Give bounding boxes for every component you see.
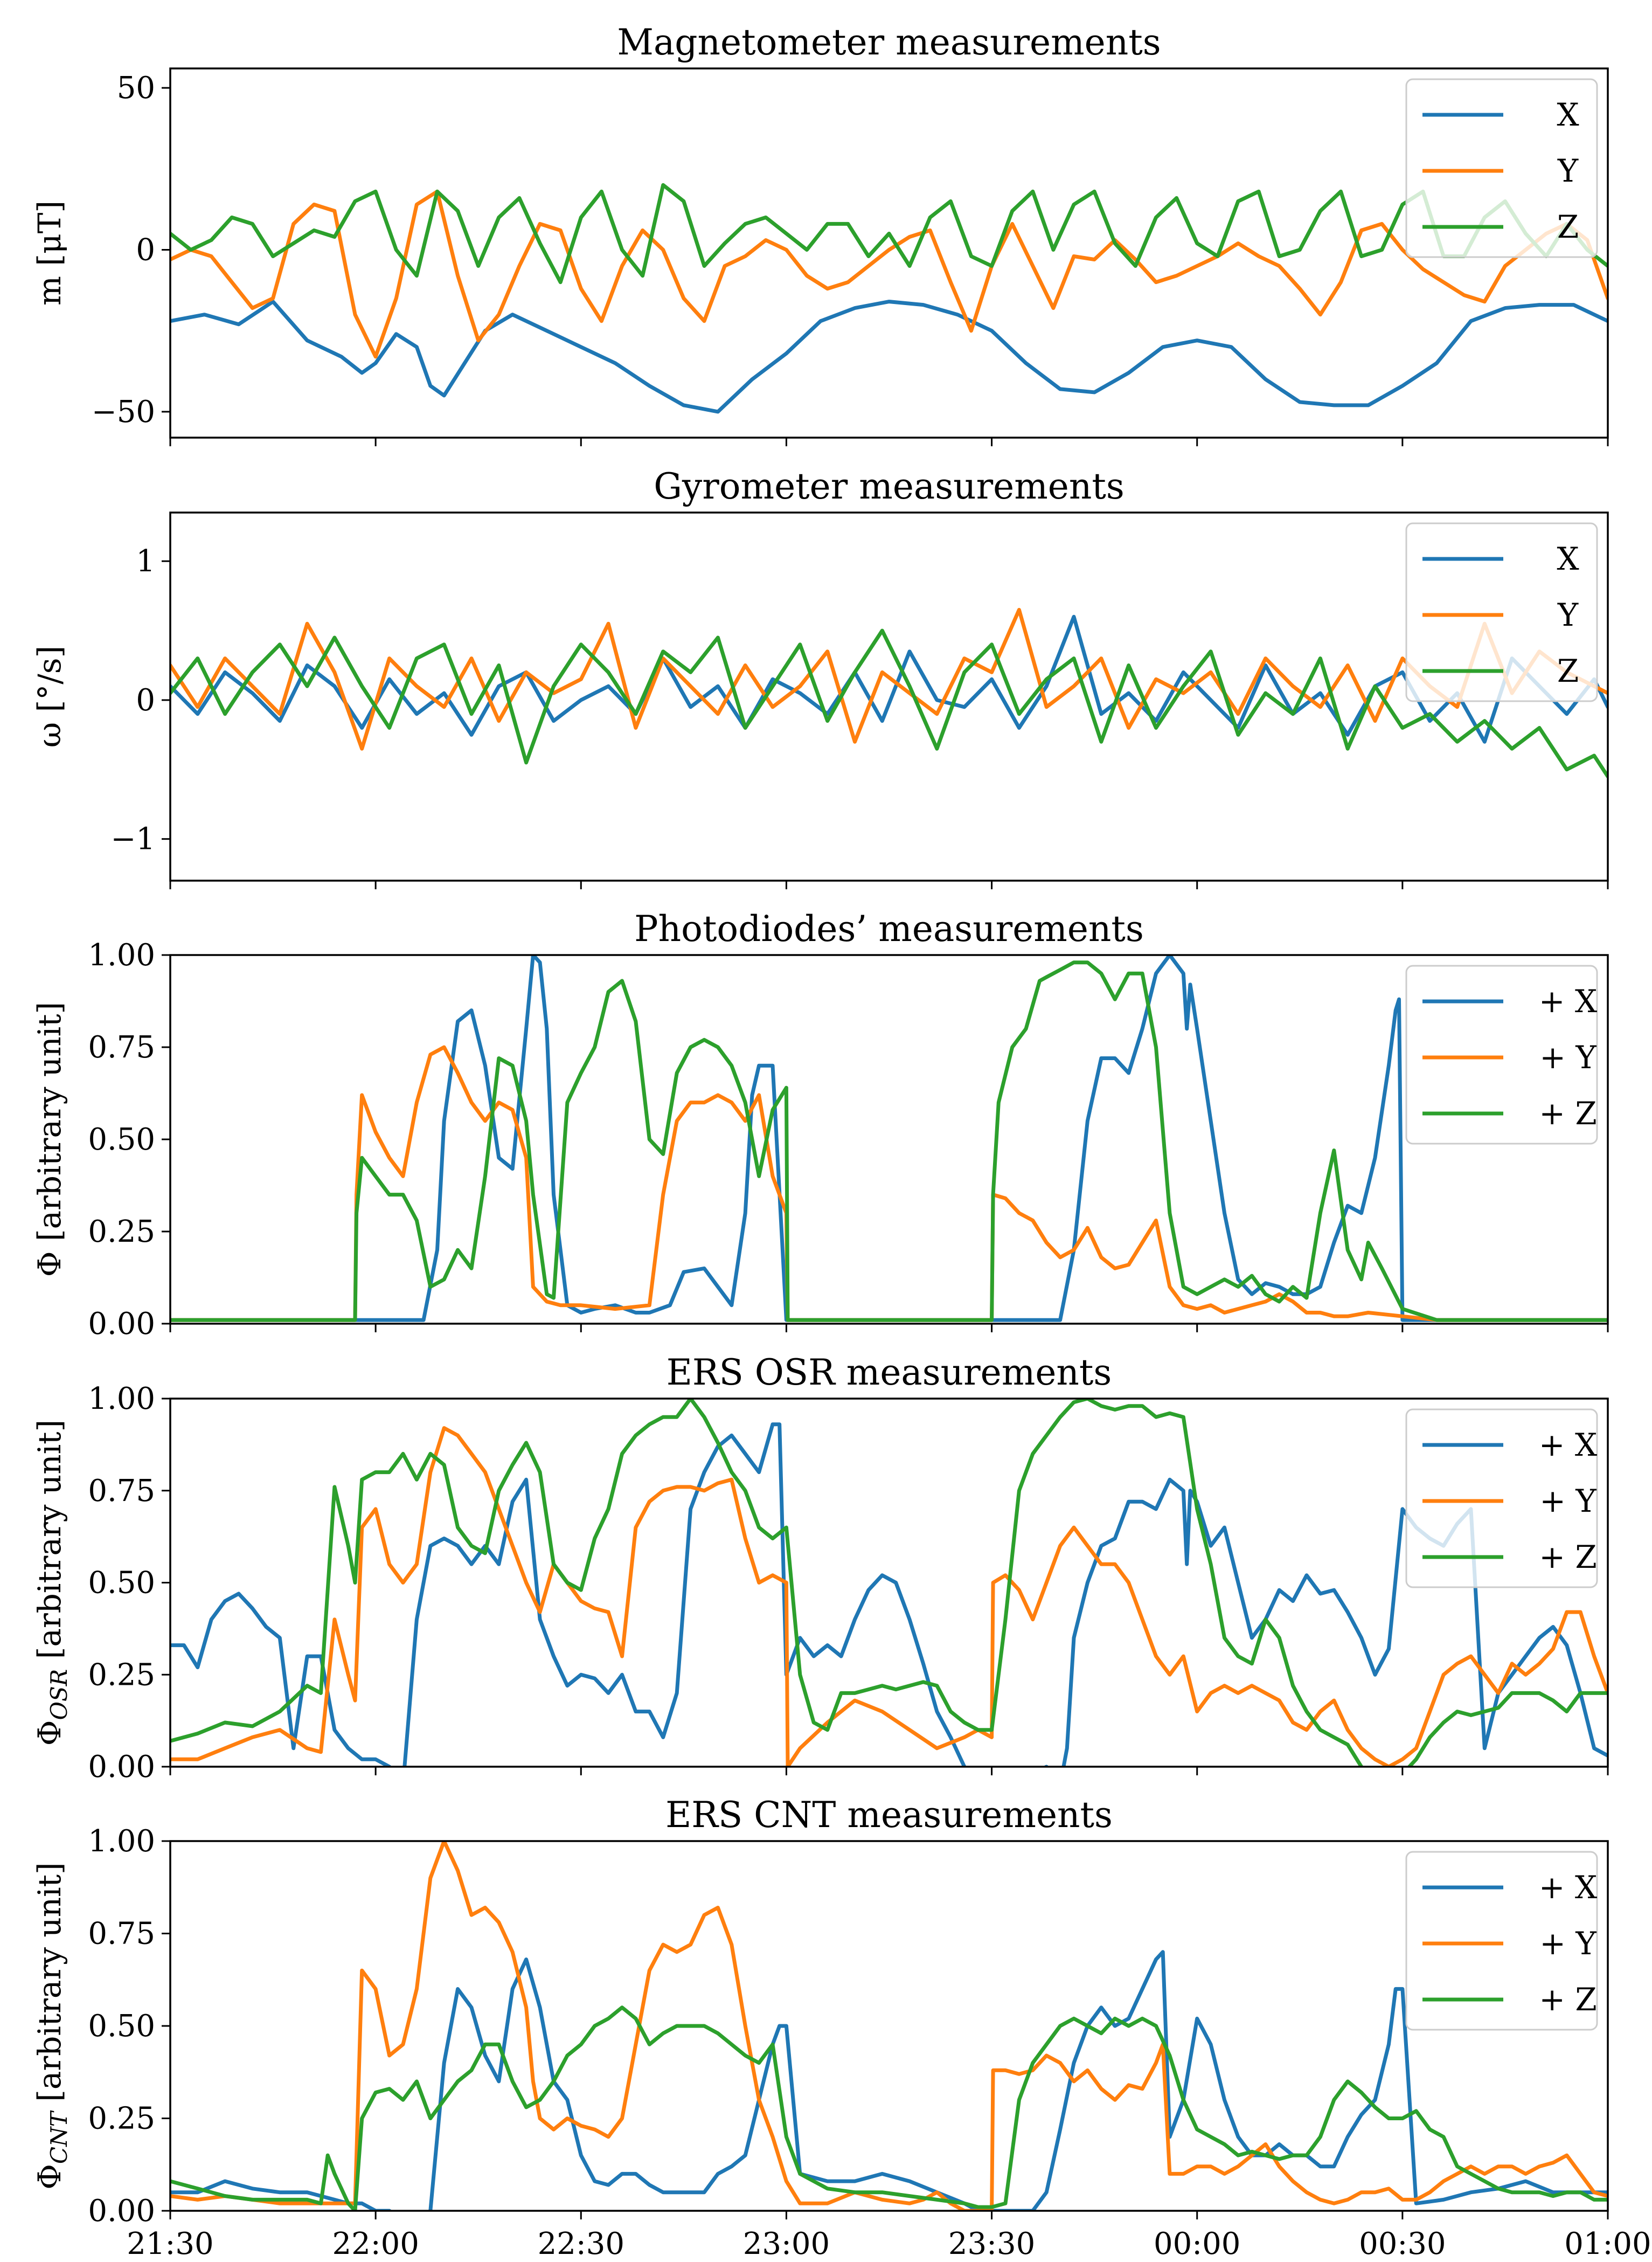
y-tick-label: 1.00 [88, 1824, 155, 1859]
legend-label: X [1557, 96, 1579, 133]
legend-label: + Z [1539, 1539, 1597, 1575]
y-tick-label: 50 [117, 71, 155, 106]
chart-title: Photodiodes’ measurements [634, 908, 1144, 950]
axes-frame [169, 511, 1609, 882]
y-tick-label: 0.25 [88, 2101, 155, 2136]
series-group [170, 183, 1608, 414]
y-tick-label: 1 [136, 544, 155, 579]
x-tick-label: 21:30 [127, 2226, 213, 2261]
series-group [170, 1399, 1608, 1767]
y-tick-label: 0.00 [88, 2194, 155, 2229]
x-tick-label: 23:00 [743, 2226, 830, 2261]
x-tick-label: 23:30 [948, 2226, 1035, 2261]
legend-box [1405, 1408, 1598, 1588]
series-line-z [170, 628, 1608, 779]
series-line-y [170, 607, 1608, 751]
y-tick-label: 1.00 [88, 1381, 155, 1416]
series-line-x [170, 955, 1608, 1322]
series-line-y [170, 189, 1608, 359]
chart-title: ERS CNT measurements [665, 1794, 1113, 1836]
legend-label: Y [1557, 153, 1579, 189]
y-tick-label: 0.25 [88, 1214, 155, 1249]
legend-label: + X [1539, 1869, 1598, 1906]
y-axis-label: ΦCNT [arbitrary unit] [31, 1862, 72, 2189]
legend-box [1405, 522, 1598, 702]
legend-label: + Z [1539, 1095, 1597, 1132]
x-tick-label: 22:30 [538, 2226, 624, 2261]
series-group [170, 1841, 1608, 2211]
legend-box [1405, 78, 1598, 258]
y-tick-label: −1 [110, 822, 155, 857]
axes-frame [169, 954, 1609, 1325]
x-tick-label: 01:00 [1564, 2226, 1651, 2261]
legend-label: + X [1539, 983, 1598, 1020]
y-tick-label: 0.50 [88, 1566, 155, 1601]
legend-box [1405, 965, 1598, 1145]
panel-magnetometer: Magnetometer measurements m [μT] −50 0 50 XYZ [31, 22, 1609, 446]
x-tick-label: 22:00 [332, 2226, 419, 2261]
chart-title: Magnetometer measurements [617, 22, 1161, 63]
series-line-y [170, 1426, 1608, 1767]
series-line-x [170, 1950, 1608, 2211]
series-line-z [170, 2005, 1608, 2211]
y-tick-label: 0.50 [88, 2009, 155, 2044]
y-tick-label: 1.00 [88, 938, 155, 973]
y-tick-label: 0.75 [88, 1474, 155, 1509]
y-axis-label: m [μT] [31, 200, 68, 306]
legend-label: + X [1539, 1427, 1598, 1463]
series-line-z [170, 183, 1608, 285]
legend: + X + Y + Z [1405, 1408, 1598, 1588]
legend-label: + Y [1539, 1039, 1597, 1076]
panel-ers-osr: ERS OSR measurements ΦOSR [arbitrary unit… [31, 1352, 1609, 1784]
legend-label: + Y [1539, 1483, 1597, 1519]
panel-gyrometer: Gyrometer measurements ω [°/s] −1 0 1 XYZ [31, 466, 1609, 889]
legend-label: X [1557, 541, 1579, 577]
y-tick-label: 0.00 [88, 1749, 155, 1784]
chart-title: Gyrometer measurements [654, 466, 1125, 507]
legend-label: Z [1557, 209, 1579, 245]
axes-frame [169, 67, 1609, 439]
y-tick-label: 0 [136, 232, 155, 267]
y-tick-label: 0.75 [88, 1917, 155, 1952]
series-group [170, 955, 1608, 1322]
y-tick-label: 0.00 [88, 1306, 155, 1341]
y-tick-label: −50 [92, 395, 155, 430]
legend-label: + Y [1539, 1925, 1597, 1962]
series-line-y [170, 1841, 1608, 2211]
x-tick-label: 00:30 [1359, 2226, 1446, 2261]
chart-title: ERS OSR measurements [667, 1352, 1112, 1393]
y-axis-label: ω [°/s] [31, 646, 68, 748]
y-axis-label: Φ [arbitrary unit] [31, 1002, 68, 1277]
legend: + X + Y + Z [1405, 1851, 1598, 2031]
series-line-x [170, 614, 1608, 744]
panel-ers-cnt: ERS CNT measurements ΦCNT [arbitrary unit… [31, 1794, 1651, 2261]
series-line-y [170, 1045, 1608, 1322]
y-tick-label: 0.25 [88, 1657, 155, 1692]
legend: XYZ [1405, 522, 1598, 702]
legend-label: Y [1557, 597, 1579, 633]
axes-frame [169, 1398, 1609, 1768]
series-group [170, 607, 1608, 779]
panel-photodiodes: Photodiodes’ measurements Φ [arbitrary un… [31, 908, 1609, 1341]
legend-label: Z [1557, 653, 1579, 689]
legend: + X + Y + Z [1405, 965, 1598, 1145]
series-line-z [170, 960, 1608, 1322]
y-axis-label: ΦOSR [arbitrary unit] [31, 1420, 72, 1746]
legend-box [1405, 1851, 1598, 2031]
series-line-x [170, 1422, 1608, 1767]
y-tick-label: 0.75 [88, 1030, 155, 1065]
legend: XYZ [1405, 78, 1598, 258]
y-tick-label: 0.50 [88, 1122, 155, 1157]
series-line-z [170, 1399, 1608, 1767]
x-tick-label: 00:00 [1154, 2226, 1240, 2261]
y-tick-label: 0 [136, 683, 155, 718]
series-line-x [170, 300, 1608, 414]
legend-label: + Z [1539, 1981, 1597, 2018]
